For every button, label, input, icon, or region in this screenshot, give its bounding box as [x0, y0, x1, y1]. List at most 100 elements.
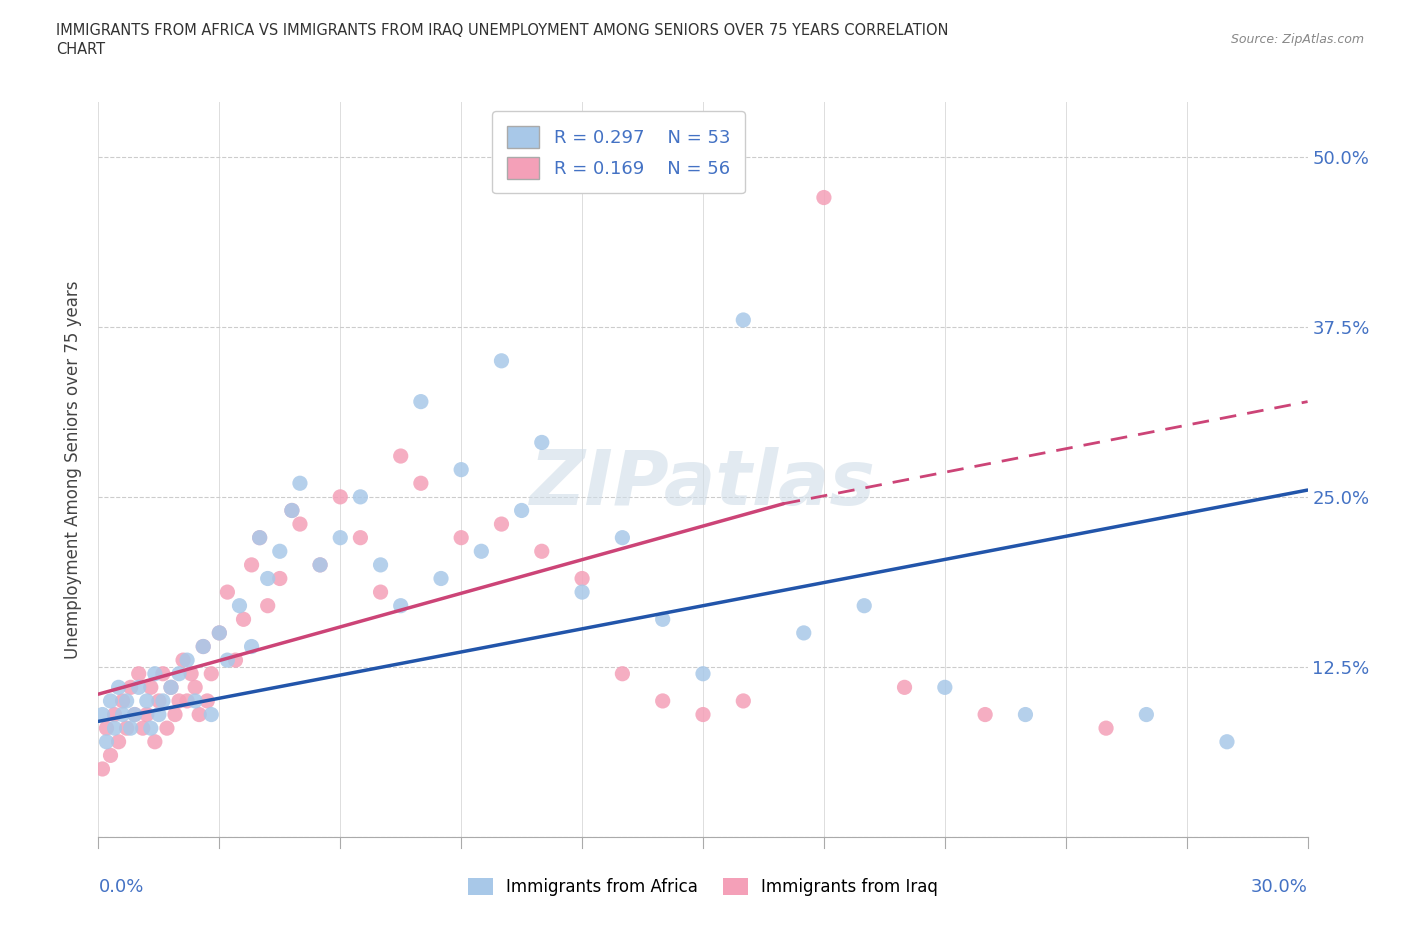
Point [91, 707, 114, 722]
Text: CHART: CHART [56, 42, 105, 57]
Point [217, 653, 239, 668]
Point [193, 639, 215, 654]
Point [188, 707, 211, 722]
Point [139, 680, 162, 695]
Point [200, 707, 222, 722]
Point [853, 598, 876, 613]
Point [893, 680, 915, 695]
Point [612, 530, 634, 545]
Point [281, 503, 304, 518]
Point [249, 530, 271, 545]
Point [103, 721, 125, 736]
Point [571, 571, 593, 586]
Point [450, 530, 472, 545]
Point [148, 694, 170, 709]
Point [176, 653, 198, 668]
Point [692, 666, 714, 681]
Point [96, 721, 118, 736]
Text: Source: ZipAtlas.com: Source: ZipAtlas.com [1230, 33, 1364, 46]
Point [139, 721, 162, 736]
Point [224, 653, 246, 668]
Point [232, 612, 254, 627]
Point [132, 721, 155, 736]
Point [1014, 707, 1036, 722]
Point [349, 489, 371, 504]
Point [240, 639, 263, 654]
Point [172, 653, 194, 668]
Point [651, 694, 673, 709]
Point [111, 707, 134, 722]
Point [128, 666, 150, 681]
Point [107, 735, 129, 750]
Point [100, 748, 122, 763]
Point [389, 598, 412, 613]
Text: 30.0%: 30.0% [1251, 878, 1308, 896]
Point [180, 666, 202, 681]
Point [148, 707, 170, 722]
Point [256, 598, 278, 613]
Point [195, 694, 218, 709]
Point [510, 503, 533, 518]
Point [115, 694, 138, 709]
Text: 0.0%: 0.0% [98, 878, 143, 896]
Point [288, 517, 311, 532]
Point [91, 762, 114, 777]
Point [733, 312, 755, 327]
Point [370, 585, 392, 600]
Text: IMMIGRANTS FROM AFRICA VS IMMIGRANTS FROM IRAQ UNEMPLOYMENT AMONG SENIORS OVER 7: IMMIGRANTS FROM AFRICA VS IMMIGRANTS FRO… [56, 23, 949, 38]
Point [163, 707, 186, 722]
Point [450, 462, 472, 477]
Point [107, 680, 129, 695]
Point [409, 394, 432, 409]
Point [329, 530, 352, 545]
Point [1095, 721, 1118, 736]
Point [1135, 707, 1157, 722]
Point [813, 190, 835, 205]
Point [430, 571, 453, 586]
Point [349, 530, 371, 545]
Point [100, 694, 122, 709]
Point [240, 557, 263, 572]
Point [200, 666, 222, 681]
Point [329, 489, 352, 504]
Point [160, 680, 183, 695]
Point [692, 707, 714, 722]
Point [208, 626, 231, 641]
Point [96, 735, 118, 750]
Point [217, 585, 239, 600]
Point [309, 557, 332, 572]
Text: ZIPatlas: ZIPatlas [530, 447, 876, 522]
Point [143, 735, 166, 750]
Point [176, 694, 198, 709]
Point [167, 694, 190, 709]
Point [491, 353, 513, 368]
Point [193, 639, 215, 654]
Point [208, 626, 231, 641]
Point [389, 448, 412, 463]
Point [167, 666, 190, 681]
Legend: Immigrants from Africa, Immigrants from Iraq: Immigrants from Africa, Immigrants from … [461, 871, 945, 903]
Point [124, 707, 146, 722]
Point [120, 721, 142, 736]
Point [409, 476, 432, 491]
Point [612, 666, 634, 681]
Point [733, 694, 755, 709]
Point [228, 598, 250, 613]
Point [1216, 735, 1239, 750]
Point [124, 707, 146, 722]
Point [111, 694, 134, 709]
Point [281, 503, 304, 518]
Point [370, 557, 392, 572]
Point [160, 680, 183, 695]
Point [135, 694, 157, 709]
Point [651, 612, 673, 627]
Point [128, 680, 150, 695]
Point [571, 585, 593, 600]
Point [115, 721, 138, 736]
Point [184, 694, 207, 709]
Point [491, 517, 513, 532]
Point [152, 666, 174, 681]
Point [530, 435, 553, 450]
Point [934, 680, 956, 695]
Point [184, 680, 207, 695]
